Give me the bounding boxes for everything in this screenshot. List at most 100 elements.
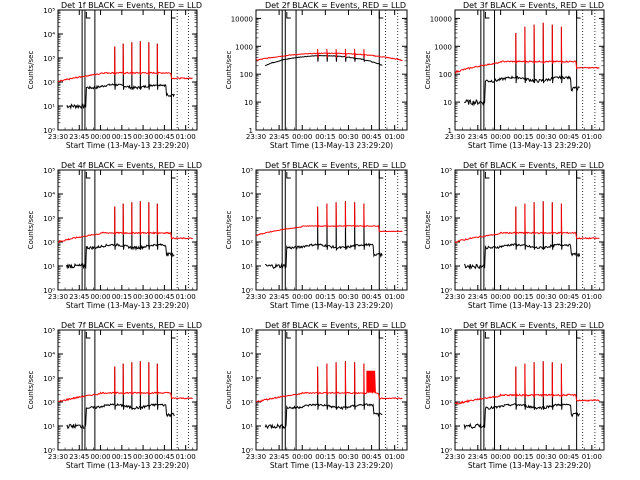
y-tick-label: 1000 xyxy=(235,43,253,51)
y-tick-label: 100 xyxy=(240,71,253,79)
x-tick-label: 00:00 xyxy=(90,133,110,141)
top-marker-left xyxy=(484,172,490,179)
x-tick-label: 00:30 xyxy=(536,453,556,461)
top-marker-left xyxy=(85,332,91,339)
y-tick-label: 10² xyxy=(43,79,55,87)
x-tick-label: 00:30 xyxy=(133,453,153,461)
plot-frame xyxy=(57,9,198,131)
x-axis-label: Start Time (13-May-13 23:29:20) xyxy=(468,461,591,470)
x-tick-label: 00:00 xyxy=(90,293,110,301)
x-axis-label: Start Time (13-May-13 23:29:20) xyxy=(468,141,591,150)
x-tick-label: 23:30 xyxy=(445,133,465,141)
y-tick-label: 1 xyxy=(448,127,452,135)
x-tick-label: 00:45 xyxy=(154,133,174,141)
y-tick-label: 10⁰ xyxy=(440,287,452,295)
y-tick-label: 10⁴ xyxy=(440,191,452,199)
plot-frame xyxy=(454,9,605,131)
y-tick-label: 10⁴ xyxy=(241,191,253,199)
x-tick-label: 00:00 xyxy=(292,293,312,301)
x-tick-label: 00:00 xyxy=(90,453,110,461)
x-axis-label: Start Time (13-May-13 23:29:20) xyxy=(270,301,393,310)
panel-title: Det 6f BLACK = Events, RED = LLD xyxy=(463,161,604,170)
y-tick-label: 10¹ xyxy=(440,263,452,271)
x-tick-label: 00:15 xyxy=(112,293,132,301)
panel-det-1: Det 1f BLACK = Events, RED = LLD 10⁰ 10¹ 10… xyxy=(27,1,202,150)
x-tick-label: 23:45 xyxy=(468,453,488,461)
y-tick-label: 10² xyxy=(440,239,452,247)
x-tick-label: 23:30 xyxy=(246,453,266,461)
y-tick-label: 10⁰ xyxy=(43,287,55,295)
panel-title: Det 2f BLACK = Events, RED = LLD xyxy=(265,1,406,10)
panel-title: Det 3f BLACK = Events, RED = LLD xyxy=(463,1,604,10)
x-tick-label: 00:30 xyxy=(536,293,556,301)
y-tick-label: 10¹ xyxy=(43,263,55,271)
x-tick-label: 00:15 xyxy=(513,133,533,141)
x-tick-label: 01:00 xyxy=(582,293,602,301)
y-tick-label: 10⁵ xyxy=(241,167,253,175)
x-tick-label: 23:45 xyxy=(468,293,488,301)
y-tick-label: 10¹ xyxy=(241,423,253,431)
y-tick-label: 10⁵ xyxy=(440,167,452,175)
y-tick-label: 10³ xyxy=(43,55,55,63)
y-tick-label: 10¹ xyxy=(241,263,253,271)
top-marker-right xyxy=(170,172,176,179)
series-lld-line xyxy=(57,201,194,243)
y-tick-label: 10⁵ xyxy=(43,327,55,335)
x-tick-label: 00:00 xyxy=(491,453,511,461)
x-tick-label: 01:00 xyxy=(176,293,196,301)
y-tick-label: 10⁴ xyxy=(440,351,452,359)
x-tick-label: 00:30 xyxy=(338,133,358,141)
series-lld-line xyxy=(255,48,403,62)
y-tick-label: 1000 xyxy=(434,43,452,51)
y-axis-label: Counts/sec xyxy=(225,51,233,90)
top-marker-right xyxy=(576,332,581,339)
x-tick-label: 00:00 xyxy=(491,293,511,301)
x-axis-label: Start Time (13-May-13 23:29:20) xyxy=(66,461,189,470)
x-tick-label: 23:45 xyxy=(468,133,488,141)
x-tick-label: 23:45 xyxy=(269,293,289,301)
x-tick-label: 23:30 xyxy=(445,293,465,301)
y-tick-label: 10³ xyxy=(440,375,452,383)
y-tick-label: 10¹ xyxy=(43,423,55,431)
x-axis-label: Start Time (13-May-13 23:29:20) xyxy=(270,141,393,150)
y-axis-label: Counts/sec xyxy=(27,371,35,410)
y-tick-label: 10 xyxy=(244,99,253,107)
plot-frame xyxy=(255,9,408,131)
y-tick-label: 10⁰ xyxy=(43,447,55,455)
y-axis-label: Counts/sec xyxy=(424,371,432,410)
top-marker-right xyxy=(378,172,384,179)
plot-frame xyxy=(454,329,605,451)
y-axis-label: Counts/sec xyxy=(225,371,233,410)
top-marker-right xyxy=(378,12,384,19)
y-tick-label: 10³ xyxy=(241,215,253,223)
x-tick-label: 23:30 xyxy=(48,293,68,301)
panel-title: Det 4f BLACK = Events, RED = LLD xyxy=(61,161,202,170)
plot-frame xyxy=(57,329,198,451)
y-tick-label: 10¹ xyxy=(440,423,452,431)
y-tick-label: 1 xyxy=(249,127,253,135)
y-tick-label: 10⁵ xyxy=(43,7,55,15)
x-tick-label: 00:30 xyxy=(133,293,153,301)
series-events-line xyxy=(264,361,383,430)
x-tick-label: 00:30 xyxy=(133,133,153,141)
y-axis-label: Counts/sec xyxy=(424,51,432,90)
series-lld-line xyxy=(57,41,193,83)
y-tick-label: 10⁰ xyxy=(43,127,55,135)
x-tick-label: 23:45 xyxy=(269,133,289,141)
y-tick-label: 10000 xyxy=(430,15,452,23)
series-events-line xyxy=(66,201,175,270)
y-tick-label: 10² xyxy=(43,399,55,407)
series-events-line xyxy=(463,22,580,107)
y-axis-label: Counts/sec xyxy=(27,211,35,250)
panel-title: Det 9f BLACK = Events, RED = LLD xyxy=(463,321,604,330)
series-lld-line xyxy=(454,22,600,74)
x-tick-label: 23:30 xyxy=(48,453,68,461)
x-tick-label: 01:00 xyxy=(385,133,405,141)
top-marker-left xyxy=(286,12,291,19)
plot-frame xyxy=(57,169,198,291)
x-tick-label: 01:00 xyxy=(385,293,405,301)
x-tick-label: 00:00 xyxy=(491,133,511,141)
plot-frame xyxy=(255,329,408,451)
x-tick-label: 00:45 xyxy=(154,293,174,301)
y-tick-label: 10² xyxy=(440,399,452,407)
